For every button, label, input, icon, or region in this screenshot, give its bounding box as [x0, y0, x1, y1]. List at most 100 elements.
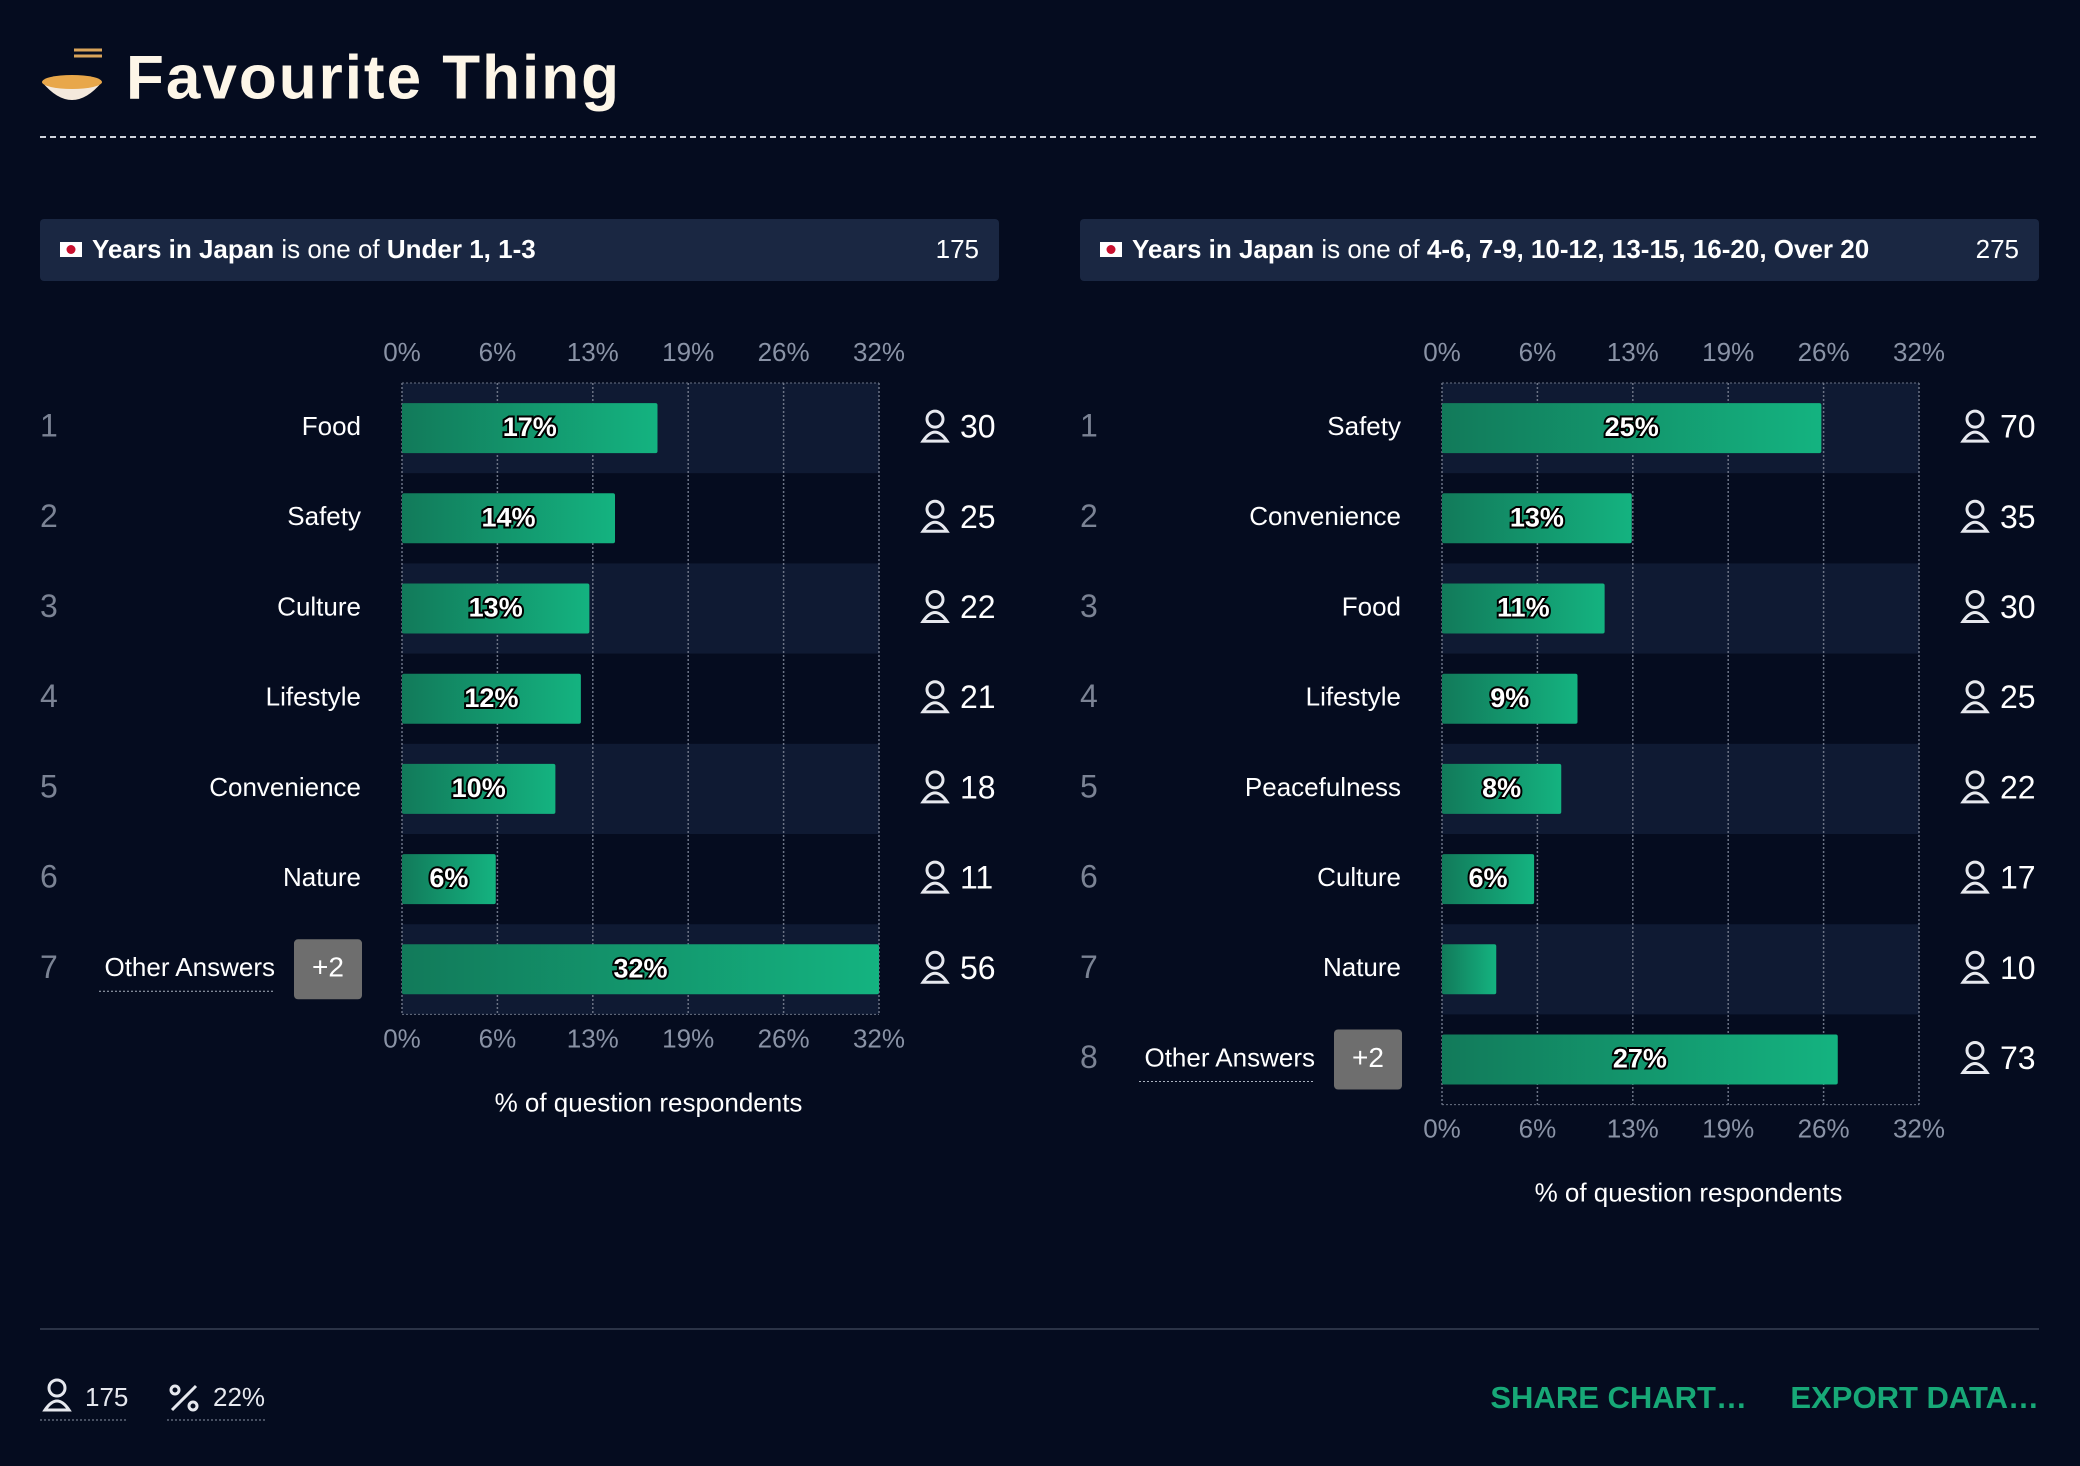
- flag-dot: [66, 245, 76, 254]
- icon-head: [1965, 590, 1985, 609]
- rank: 2: [1080, 498, 1098, 534]
- filter-values: Under 1, 1-3: [387, 234, 536, 264]
- percent: 22%: [213, 1382, 265, 1412]
- value-label: 12%: [464, 683, 518, 713]
- person-icon: [1960, 950, 1990, 984]
- icon-head: [1965, 950, 1985, 970]
- icon-body: [920, 971, 950, 984]
- category-label: Convenience: [1249, 501, 1401, 531]
- value-label: 13%: [1510, 502, 1564, 532]
- value-label: 17%: [503, 412, 557, 442]
- bar: [402, 583, 590, 634]
- other-badge-label: +2: [312, 952, 344, 983]
- row-band: [1442, 924, 1919, 1015]
- x-tick-label: 13%: [567, 1023, 619, 1053]
- person-icon: [920, 499, 950, 533]
- value-label: 10%: [452, 773, 506, 803]
- filter-total: 275: [1976, 234, 2019, 264]
- count: 10: [2000, 950, 2036, 986]
- category-label: Peacefulness: [1245, 772, 1401, 802]
- x-tick-label: 0%: [383, 337, 421, 367]
- icon-body: [920, 701, 950, 714]
- count: 30: [960, 409, 996, 445]
- icon-head: [925, 590, 945, 609]
- count: 25: [2000, 679, 2036, 715]
- icon-body: [920, 881, 950, 894]
- rank: 3: [1080, 588, 1098, 624]
- x-tick-label: 32%: [853, 337, 905, 367]
- count: 35: [2000, 499, 2036, 535]
- export-data[interactable]: EXPORT DATA…: [1790, 1380, 2039, 1415]
- bar: [1442, 403, 1822, 454]
- icon-body: [920, 611, 950, 623]
- count: 70: [2000, 409, 2036, 445]
- x-tick-label: 6%: [479, 1023, 517, 1053]
- x-tick-label: 19%: [662, 337, 714, 367]
- rank: 8: [1080, 1039, 1098, 1075]
- flag-icon: [60, 242, 82, 257]
- person-icon: [920, 590, 950, 623]
- bar: [1442, 583, 1605, 634]
- person-icon: [1960, 499, 1990, 533]
- icon-head: [1965, 770, 1985, 790]
- icon-head: [925, 770, 945, 790]
- respondents: 175: [85, 1382, 128, 1412]
- value-label: 8%: [1482, 773, 1521, 803]
- icon-head: [925, 950, 945, 970]
- page-title: Favourite Thing: [126, 43, 621, 112]
- other-badge[interactable]: [1334, 1029, 1402, 1090]
- icon-head: [1965, 860, 1985, 880]
- icon-body: [920, 430, 950, 443]
- flag-dot: [1106, 245, 1116, 254]
- rank: 4: [1080, 678, 1098, 714]
- filter-field: Years in Japan: [92, 234, 274, 264]
- bar: [1442, 763, 1562, 814]
- category-label: Food: [1342, 591, 1401, 621]
- icon-body: [1960, 611, 1990, 623]
- count: 73: [2000, 1040, 2036, 1076]
- person-icon: [42, 1378, 72, 1412]
- x-tick-label: 13%: [1607, 337, 1659, 367]
- x-tick-label: 19%: [1702, 337, 1754, 367]
- x-tick-label: 13%: [567, 337, 619, 367]
- icon-head: [925, 499, 945, 519]
- icon-body: [1960, 430, 1990, 443]
- person-icon: [1960, 770, 1990, 804]
- x-tick-label: 19%: [662, 1023, 714, 1053]
- footer: 175 22% SHARE CHART… EXPORT DATA…: [40, 1378, 2039, 1421]
- other-badge-label: +2: [1352, 1042, 1384, 1073]
- percent-icon: [169, 1384, 199, 1412]
- bar: [402, 944, 879, 995]
- count: 11: [960, 860, 993, 896]
- bar: [402, 403, 658, 454]
- category-label: Food: [302, 411, 361, 441]
- x-axis-label: % of question respondents: [495, 1087, 803, 1117]
- rank: 2: [40, 498, 58, 534]
- person-icon: [920, 680, 950, 714]
- icon-body: [1960, 1062, 1990, 1074]
- x-tick-label: 32%: [853, 1023, 905, 1053]
- count: 22: [2000, 769, 2036, 805]
- icon-body: [1960, 971, 1990, 984]
- icon-body: [920, 791, 950, 804]
- value-label: 9%: [1490, 683, 1529, 713]
- other-badge[interactable]: [294, 939, 362, 1000]
- share-chart[interactable]: SHARE CHART…: [1490, 1380, 1747, 1415]
- x-tick-label: 19%: [1702, 1113, 1754, 1143]
- person-icon: [920, 860, 950, 894]
- x-tick-label: 0%: [383, 1023, 421, 1053]
- category-label: Nature: [1323, 952, 1401, 982]
- count: 25: [960, 499, 996, 535]
- person-icon: [920, 950, 950, 984]
- category-label: Culture: [1317, 862, 1401, 892]
- x-tick-label: 32%: [1893, 1113, 1945, 1143]
- rank: 6: [1080, 859, 1098, 895]
- rank: 3: [40, 588, 58, 624]
- rank: 6: [40, 859, 58, 895]
- x-tick-label: 26%: [1798, 1113, 1850, 1143]
- filter-header: [1080, 219, 2039, 281]
- bar: [402, 854, 496, 905]
- filter-field: Years in Japan: [1132, 234, 1314, 264]
- person-icon: [1960, 1041, 1990, 1074]
- person-icon: [1960, 680, 1990, 714]
